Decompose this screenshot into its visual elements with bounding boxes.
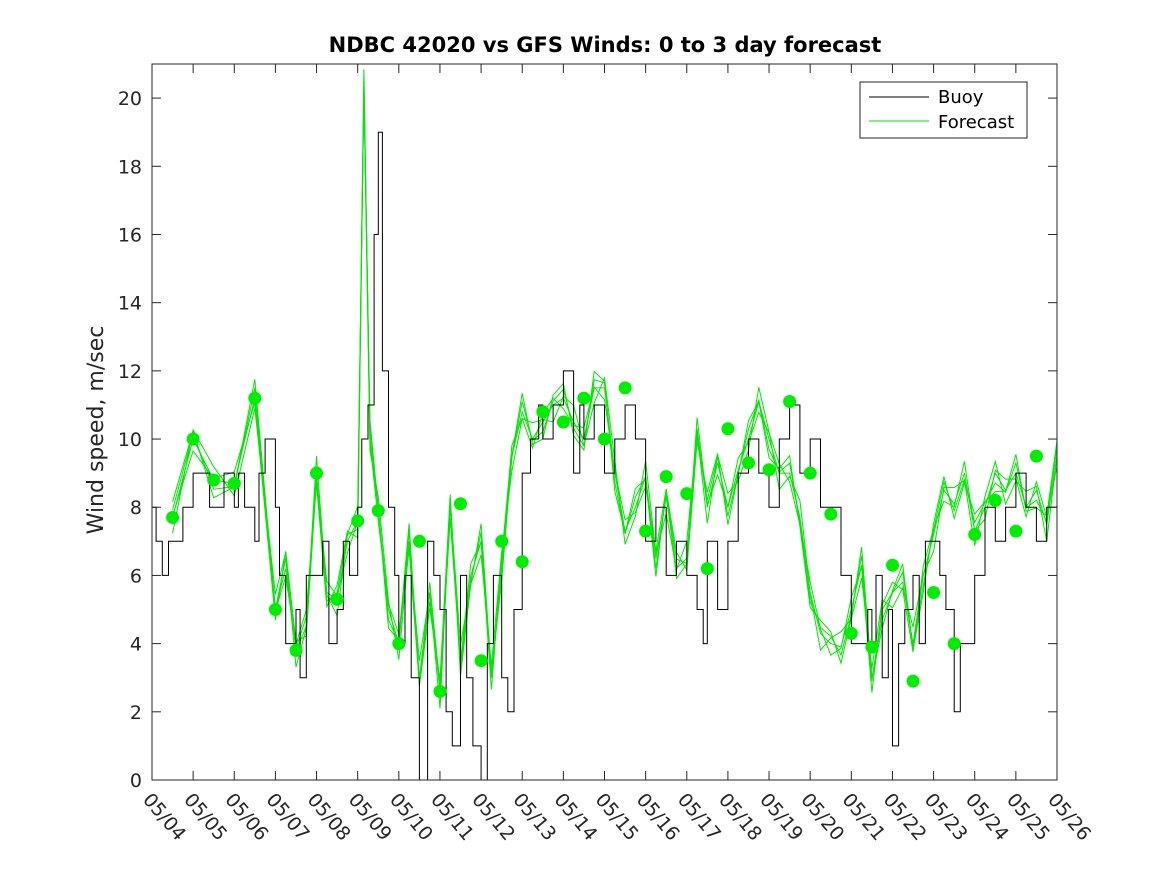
forecast-analysis-point [680, 487, 694, 501]
chart-title: NDBC 42020 vs GFS Winds: 0 to 3 day fore… [329, 33, 882, 57]
y-tick-label: 4 [130, 634, 142, 656]
y-tick-label: 10 [118, 429, 142, 451]
forecast-analysis-point [742, 456, 755, 470]
forecast-analysis-point [268, 603, 282, 616]
y-tick-label: 18 [118, 156, 142, 178]
legend-forecast-label: Forecast [938, 112, 1014, 133]
forecast-analysis-point [227, 476, 241, 490]
forecast-analysis-point [556, 415, 570, 429]
forecast-analysis-point [310, 466, 323, 480]
forecast-analysis-point [495, 534, 509, 548]
forecast-analysis-point [515, 555, 529, 569]
forecast-analysis-point [721, 422, 735, 436]
forecast-analysis-point [248, 391, 262, 405]
forecast-analysis-point [639, 524, 653, 538]
forecast-analysis-point [186, 432, 200, 446]
y-tick-label: 2 [130, 702, 142, 724]
forecast-analysis-point [207, 473, 221, 487]
forecast-analysis-point [947, 637, 961, 651]
forecast-analysis-point [927, 586, 941, 599]
forecast-analysis-point [1009, 524, 1023, 538]
forecast-analysis-point [844, 626, 858, 640]
y-tick-label: 14 [118, 293, 142, 315]
forecast-analysis-point [412, 534, 426, 548]
forecast-analysis-point [762, 463, 776, 477]
forecast-analysis-point [618, 381, 632, 395]
y-tick-label: 20 [118, 88, 142, 110]
y-axis-label: Wind speed, m/sec [84, 326, 109, 535]
y-tick-label: 0 [130, 770, 142, 792]
legend-box [859, 81, 1028, 139]
forecast-analysis-point [803, 466, 817, 480]
forecast-analysis-point [454, 497, 467, 511]
forecast-analysis-point [392, 637, 406, 651]
forecast-analysis-point [988, 493, 1002, 507]
forecast-analysis-point [351, 514, 365, 528]
forecast-analysis-point [474, 654, 488, 668]
forecast-analysis-point [330, 592, 344, 606]
forecast-analysis-point [536, 405, 550, 419]
forecast-line [172, 85, 1058, 686]
plot-area [152, 69, 1058, 781]
legend-buoy-label: Buoy [938, 87, 984, 108]
forecast-analysis-point [659, 470, 673, 484]
forecast-analysis-point [1029, 449, 1043, 463]
forecast-analysis-point [371, 504, 385, 518]
forecast-analysis-point [577, 391, 591, 405]
forecast-analysis-point [433, 684, 447, 698]
forecast-analysis-point [783, 395, 797, 408]
forecast-analysis-point [598, 432, 611, 446]
forecast-analysis-point [166, 511, 180, 524]
forecast-analysis-point [865, 640, 879, 654]
y-tick-label: 6 [130, 565, 142, 587]
y-tick-label: 16 [118, 224, 142, 246]
forecast-analysis-point [968, 528, 982, 541]
forecast-analysis-point [824, 507, 838, 521]
y-tick-label: 8 [130, 497, 142, 519]
buoy-line [152, 131, 1058, 781]
forecast-analysis-point [886, 558, 899, 572]
legend: Buoy Forecast [859, 81, 1028, 139]
forecast-analysis-point [289, 643, 303, 657]
y-tick-label: 12 [118, 361, 142, 383]
forecast-analysis-point [700, 562, 714, 576]
forecast-analysis-point [906, 674, 920, 688]
